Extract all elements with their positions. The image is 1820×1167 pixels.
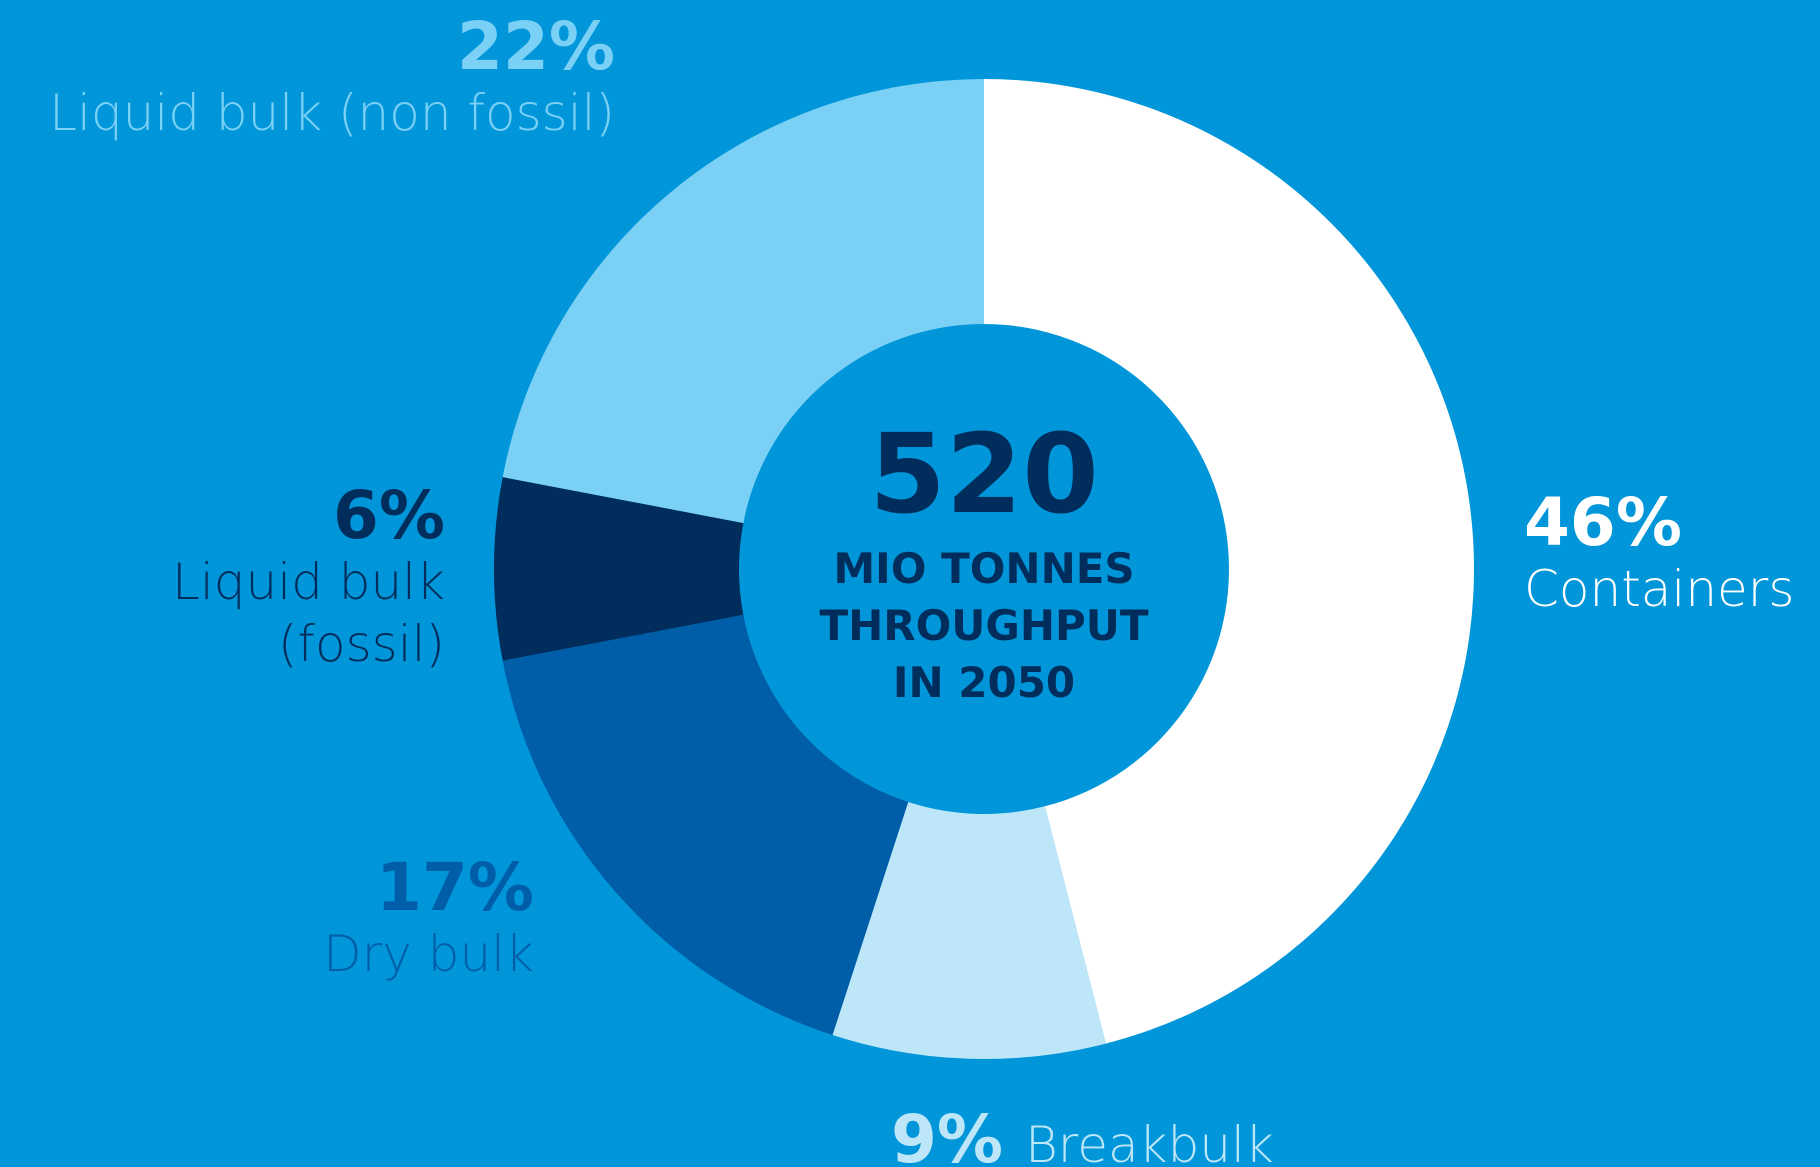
donut-segment [984, 79, 1474, 1044]
segment-label: 17% Dry bulk [323, 853, 534, 985]
donut-segment [502, 614, 909, 1036]
segment-label: 6% Liquid bulk (fossil) [145, 481, 445, 675]
value-label: 6% [332, 477, 445, 554]
segment-label: 22% Liquid bulk (non fossil) [49, 12, 615, 144]
category-label: Containers [1524, 560, 1795, 618]
value-label: 17% [376, 849, 534, 926]
center-label: MIO TONNES [833, 544, 1134, 593]
category-label: Liquid bulk (fossil) [172, 553, 445, 673]
center-label: THROUGHPUT [819, 601, 1148, 650]
donut-segment [494, 477, 744, 661]
value-label: 9% [891, 1101, 1004, 1167]
category-label: Liquid bulk (non fossil) [49, 84, 615, 142]
center-label: IN 2050 [893, 658, 1075, 707]
center-value: 520 [869, 410, 1099, 538]
value-label: 22% [457, 8, 615, 85]
segment-label: 46% Containers [1524, 488, 1794, 620]
center: 520 MIO TONNES THROUGHPUT IN 2050 [819, 410, 1148, 707]
category-label: Dry bulk [323, 925, 534, 983]
category-label: Breakbulk [1025, 1116, 1274, 1167]
value-label: 46% [1524, 484, 1682, 561]
donut-segment [832, 802, 1106, 1059]
segment-label: 9% Breakbulk [891, 1105, 1274, 1167]
donut-segment [502, 79, 984, 524]
